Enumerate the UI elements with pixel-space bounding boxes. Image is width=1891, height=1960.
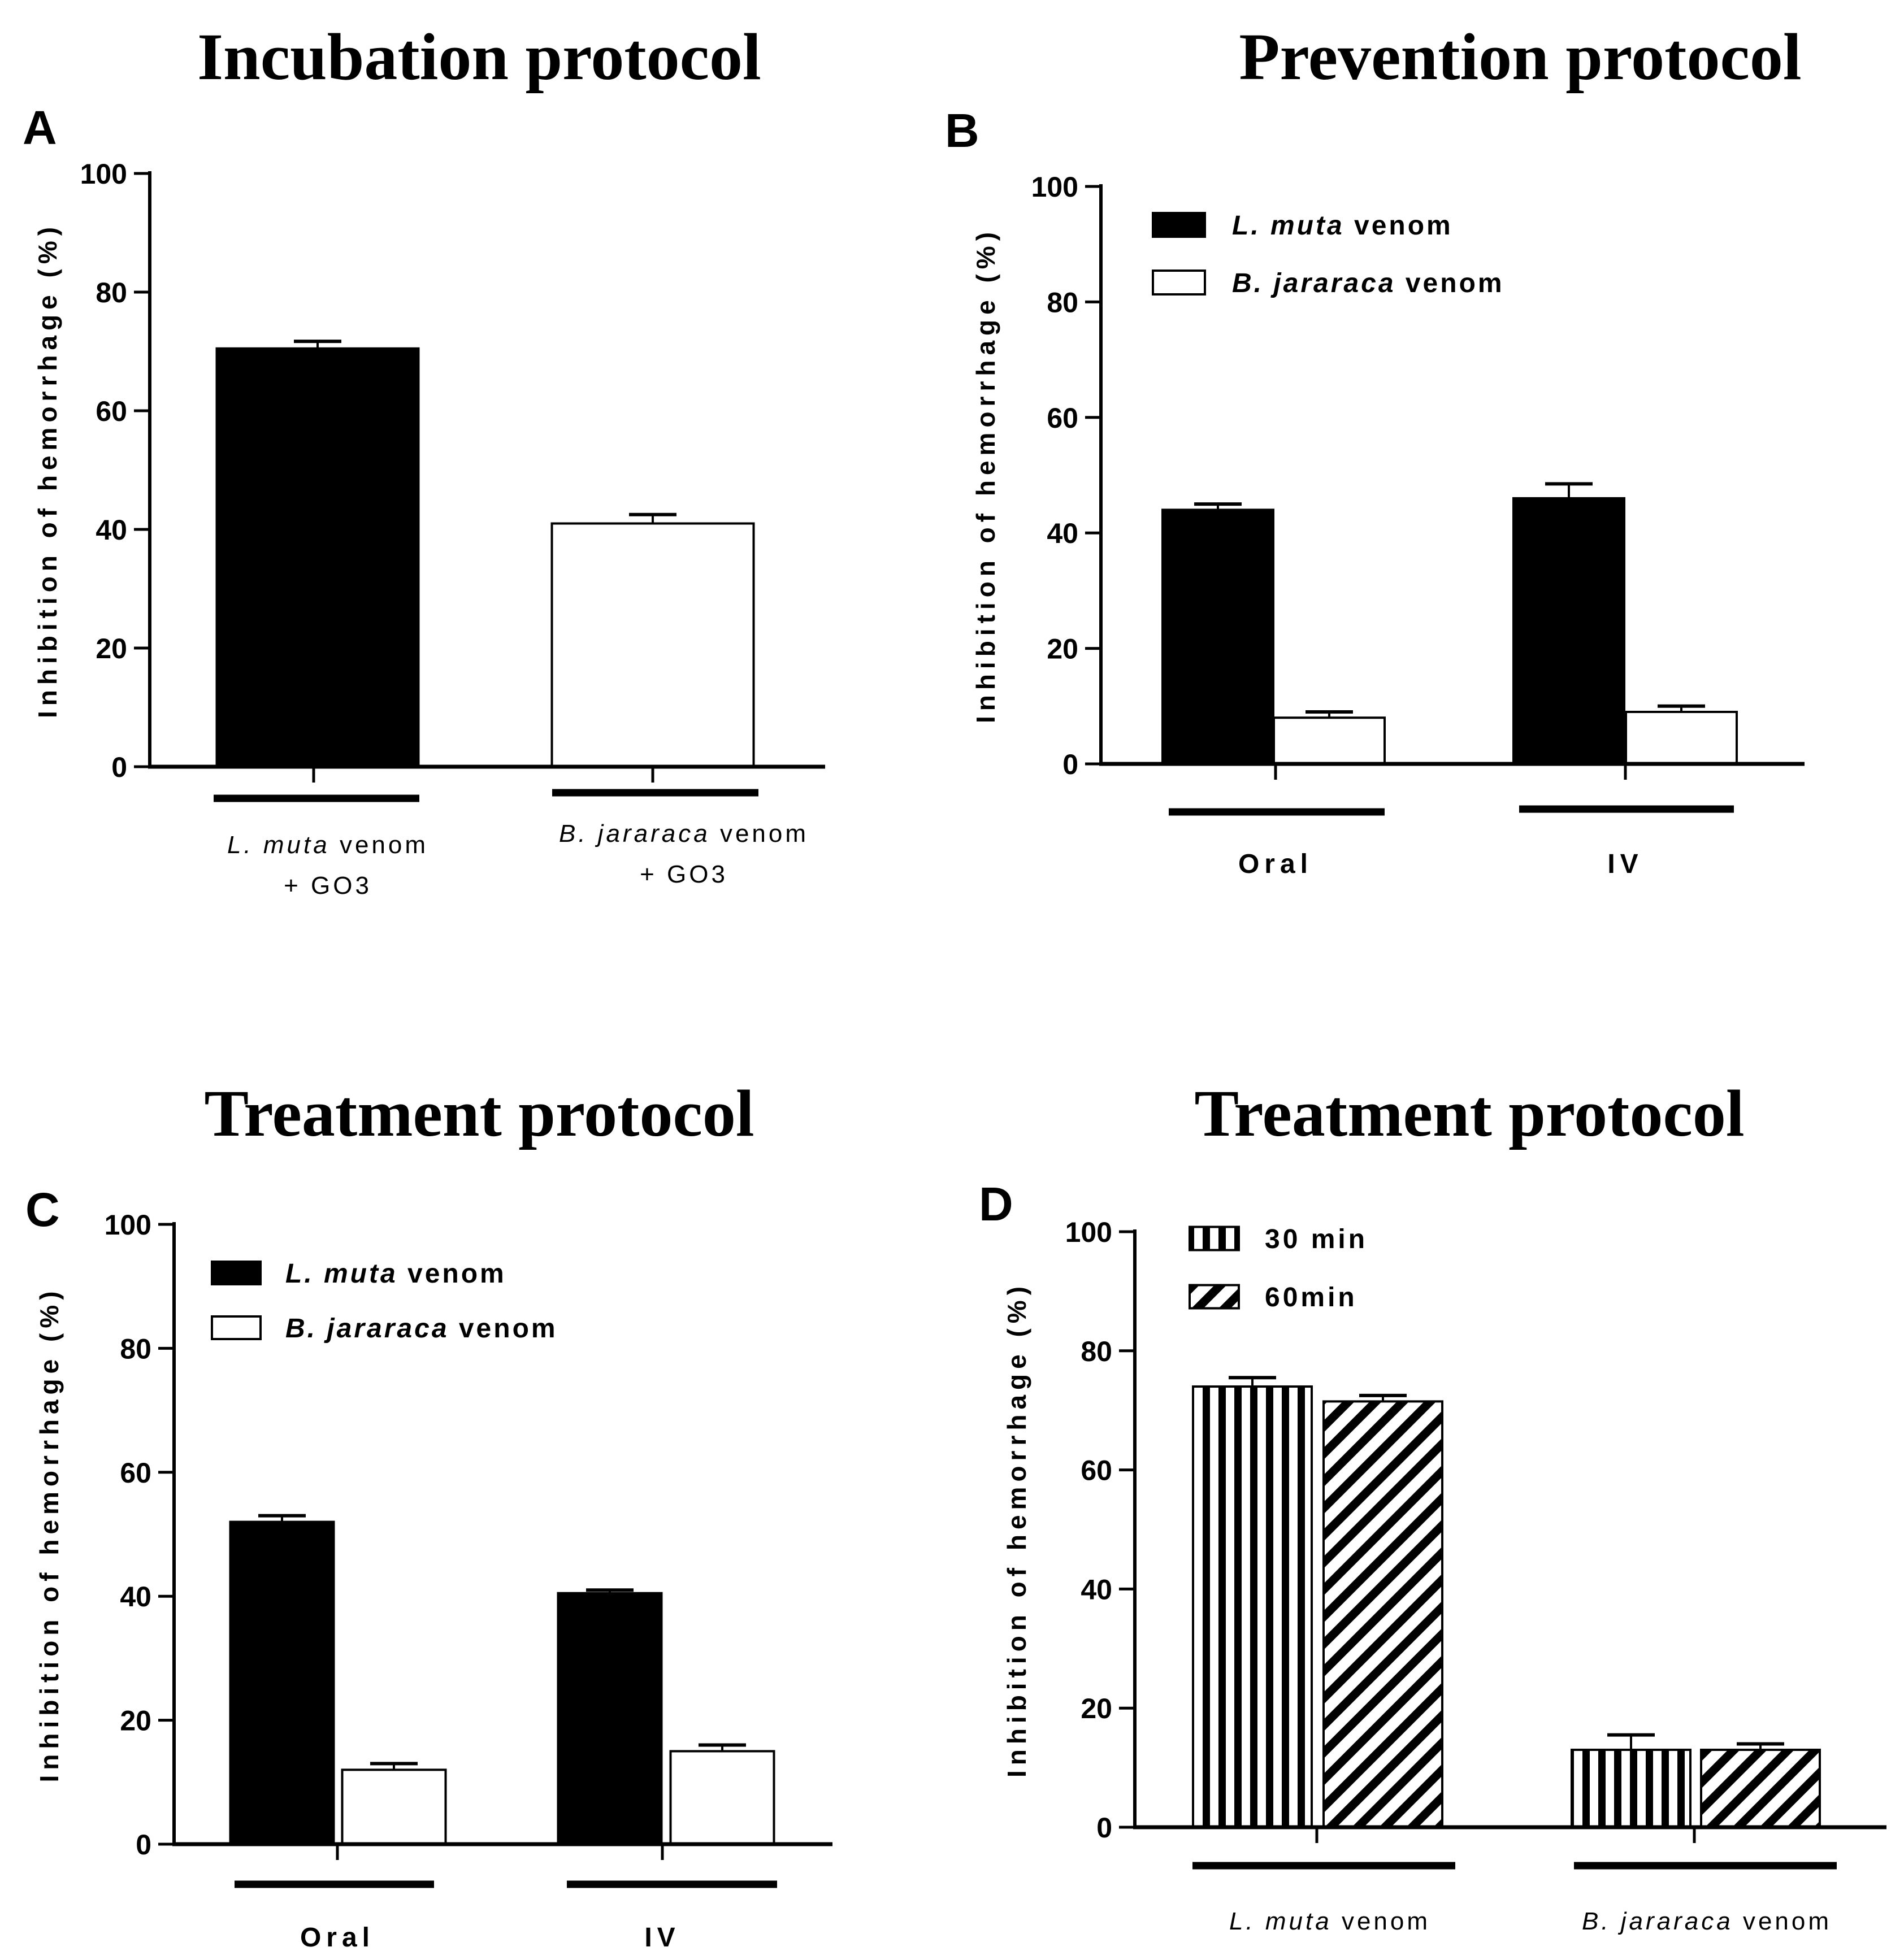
chart-title: Treatment protocol xyxy=(204,1076,754,1150)
bar-series2-cat1 xyxy=(341,1768,447,1846)
legend: L. muta venom B. jararaca venom xyxy=(211,1259,558,1344)
bar-2 xyxy=(550,522,755,768)
y-tick-label: 100 xyxy=(105,1209,151,1241)
panel-letter: D xyxy=(979,1177,1013,1231)
legend-swatch xyxy=(1189,1225,1240,1251)
bars xyxy=(229,1514,775,1846)
legend-label: L. muta venom xyxy=(1232,211,1453,241)
y-tick-label: 100 xyxy=(1065,1216,1112,1248)
chart-title: Treatment protocol xyxy=(1194,1076,1744,1150)
y-tick-label: 80 xyxy=(1081,1336,1112,1367)
bar-series1-cat2 xyxy=(1512,497,1625,765)
y-tick-label: 40 xyxy=(1081,1574,1112,1605)
legend-label: B. jararaca venom xyxy=(1232,268,1504,298)
y-tick-label: 60 xyxy=(96,396,127,427)
y-axis-label: Inhibition of hemorrhage (%) xyxy=(971,227,1000,723)
y-axis-label: Inhibition of hemorrhage (%) xyxy=(33,222,62,718)
y-tick-label: 0 xyxy=(136,1829,151,1861)
panel-letter: B xyxy=(945,104,979,157)
y-tick-label: 40 xyxy=(120,1581,151,1613)
legend-swatch xyxy=(1152,270,1206,295)
bars xyxy=(1161,482,1738,766)
bar-series1-cat2 xyxy=(557,1592,663,1846)
y-tick-label: 20 xyxy=(1047,633,1078,665)
bars xyxy=(215,340,755,768)
bar-series1-cat1 xyxy=(1192,1385,1313,1829)
y-tick-label: 100 xyxy=(1031,171,1078,203)
y-tick-label: 0 xyxy=(1096,1812,1112,1844)
bar-series2-cat2 xyxy=(1625,711,1738,766)
category-label: Oral xyxy=(300,1923,375,1953)
category-label: IV xyxy=(1607,849,1643,879)
y-tick-label: 100 xyxy=(80,158,127,190)
legend: 30 min 60min xyxy=(1189,1224,1368,1313)
y-tick-label: 40 xyxy=(96,514,127,546)
legend-swatch xyxy=(1189,1284,1240,1310)
bar-series1-cat2 xyxy=(1571,1748,1692,1828)
category-label: B. jararaca venom + GO3 xyxy=(559,820,809,888)
y-tick-label: 20 xyxy=(96,633,127,664)
y-tick-label: 60 xyxy=(120,1457,151,1489)
y-tick-label: 20 xyxy=(1081,1693,1112,1724)
y-tick-label: 80 xyxy=(120,1333,151,1364)
bars xyxy=(1192,1376,1821,1829)
bar-series1-cat1 xyxy=(229,1520,335,1846)
bar-series1-cat1 xyxy=(1161,509,1274,765)
y-tick-label: 80 xyxy=(1047,286,1078,318)
panel-letter: C xyxy=(25,1183,60,1236)
category-label: L. muta venom + GO3 xyxy=(227,831,428,899)
y-tick-label: 80 xyxy=(96,277,127,308)
legend-label: L. muta venom xyxy=(285,1259,506,1289)
legend-swatch xyxy=(1152,212,1206,238)
category-label: Oral xyxy=(1238,849,1313,879)
y-axis-label: Inhibition of hemorrhage (%) xyxy=(1002,1281,1031,1778)
panel-c: Treatment protocol C Inhibition of hemorrh… xyxy=(25,1076,832,1953)
chart-title: Incubation protocol xyxy=(197,20,761,94)
y-tick-label: 60 xyxy=(1081,1455,1112,1487)
panel-b: Prevention protocol B Inhibition of hemorr… xyxy=(945,20,1805,879)
legend: L. muta venom B. jararaca venom xyxy=(1152,211,1504,298)
y-tick-label: 20 xyxy=(120,1705,151,1737)
category-label: IV xyxy=(644,1923,680,1953)
y-tick-label: 40 xyxy=(1047,518,1078,549)
panel-d: Treatment protocol D Inhibition of hemorrh… xyxy=(979,1076,1886,1935)
legend-label: 30 min xyxy=(1265,1224,1368,1254)
legend-swatch xyxy=(211,1315,262,1340)
category-label: L. muta venom xyxy=(1229,1907,1430,1935)
y-axis-label: Inhibition of hemorrhage (%) xyxy=(34,1286,64,1782)
panel-a: Incubation protocol A Inhibition of hemorr… xyxy=(23,20,825,899)
bar-series2-cat1 xyxy=(1273,716,1386,765)
bar-series2-cat2 xyxy=(1700,1748,1821,1828)
y-tick-label: 0 xyxy=(111,751,127,783)
y-tick-label: 0 xyxy=(1062,749,1078,780)
legend-swatch xyxy=(211,1261,262,1285)
legend-label: 60min xyxy=(1265,1283,1357,1313)
y-tick-label: 60 xyxy=(1047,402,1078,434)
bar-1 xyxy=(215,347,420,768)
legend-label: B. jararaca venom xyxy=(285,1314,558,1344)
bar-series2-cat2 xyxy=(669,1750,775,1845)
bar-series2-cat1 xyxy=(1322,1400,1443,1828)
category-label: B. jararaca venom xyxy=(1582,1907,1832,1935)
chart-title: Prevention protocol xyxy=(1239,20,1801,94)
panel-letter: A xyxy=(23,101,57,154)
